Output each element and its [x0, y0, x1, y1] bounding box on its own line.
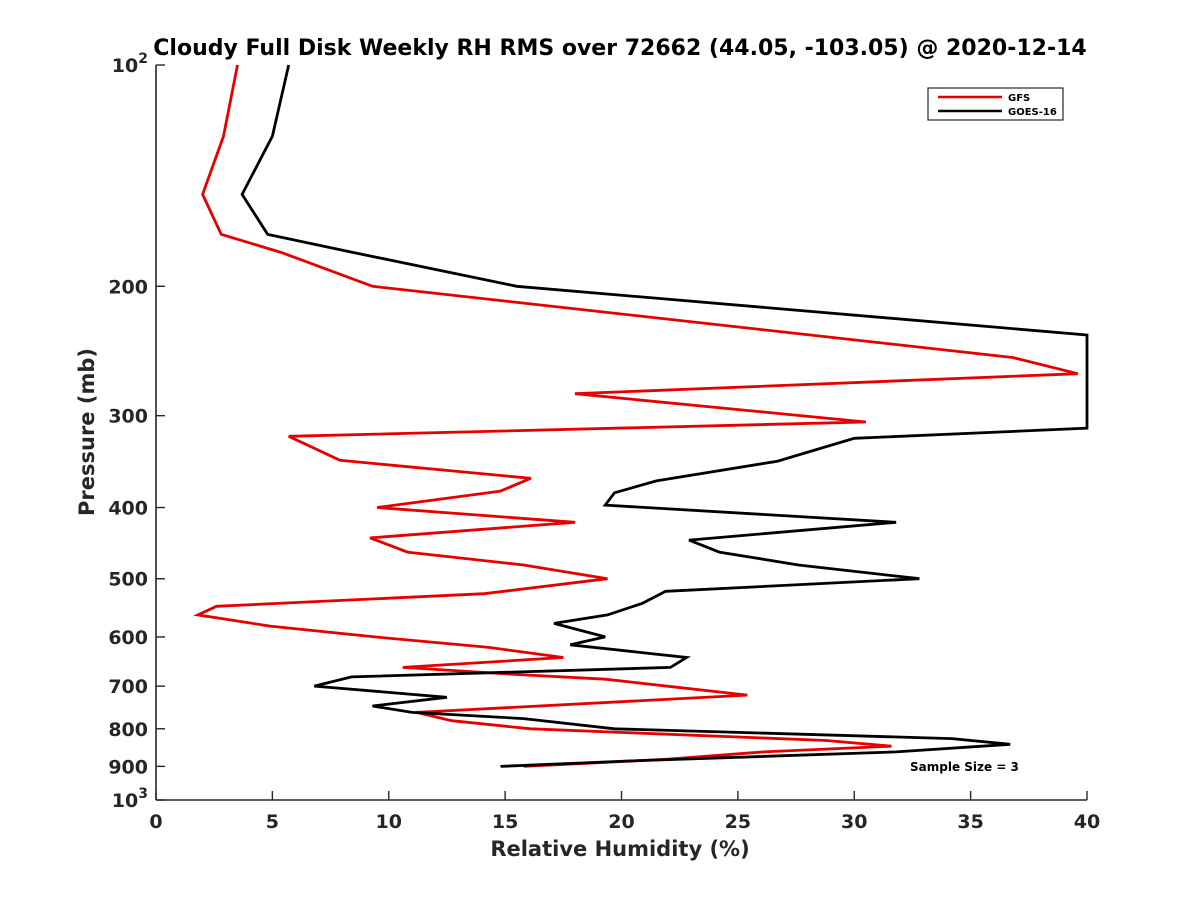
x-tick-label: 0 [149, 811, 162, 833]
y-tick-label: 300 [108, 406, 148, 428]
x-tick-label: 40 [1074, 811, 1100, 833]
chart-title: Cloudy Full Disk Weekly RH RMS over 7266… [153, 36, 1086, 61]
legend-label-gfs: GFS [1008, 93, 1030, 104]
plot-area: 0 5 10 15 20 25 30 35 40 102 200 300 400 500 600 700 80… [108, 51, 1100, 833]
x-axis-ticks: 0 5 10 15 20 25 30 35 40 [149, 791, 1100, 833]
legend: GFS GOES-16 [927, 87, 1064, 121]
x-tick-label: 20 [608, 811, 634, 833]
series-lines [193, 64, 1089, 768]
y-tick-label: 102 [112, 51, 148, 77]
series-line-gfs [193, 64, 1079, 768]
y-tick-label: 400 [108, 498, 148, 520]
series-line-goes16 [240, 64, 1089, 768]
y-tick-label: 800 [108, 719, 148, 741]
y-axis-label: Pressure (mb) [75, 348, 99, 516]
y-tick-label: 900 [108, 756, 148, 778]
y-axis-ticks: 102 200 300 400 500 600 700 800 900 103 [108, 51, 165, 812]
sample-size-annotation: Sample Size = 3 [910, 760, 1019, 774]
x-tick-label: 15 [492, 811, 518, 833]
x-axis-label: Relative Humidity (%) [490, 837, 749, 861]
legend-box [927, 87, 1064, 121]
x-tick-label: 5 [266, 811, 279, 833]
x-tick-label: 35 [957, 811, 983, 833]
y-tick-label: 500 [108, 569, 148, 591]
y-tick-label: 103 [112, 786, 148, 812]
y-tick-label: 600 [108, 627, 148, 649]
legend-label-goes16: GOES-16 [1008, 107, 1057, 118]
x-tick-label: 10 [376, 811, 402, 833]
y-tick-label: 700 [108, 676, 148, 698]
x-tick-label: 25 [725, 811, 751, 833]
x-tick-label: 30 [841, 811, 867, 833]
y-tick-label: 200 [108, 276, 148, 298]
